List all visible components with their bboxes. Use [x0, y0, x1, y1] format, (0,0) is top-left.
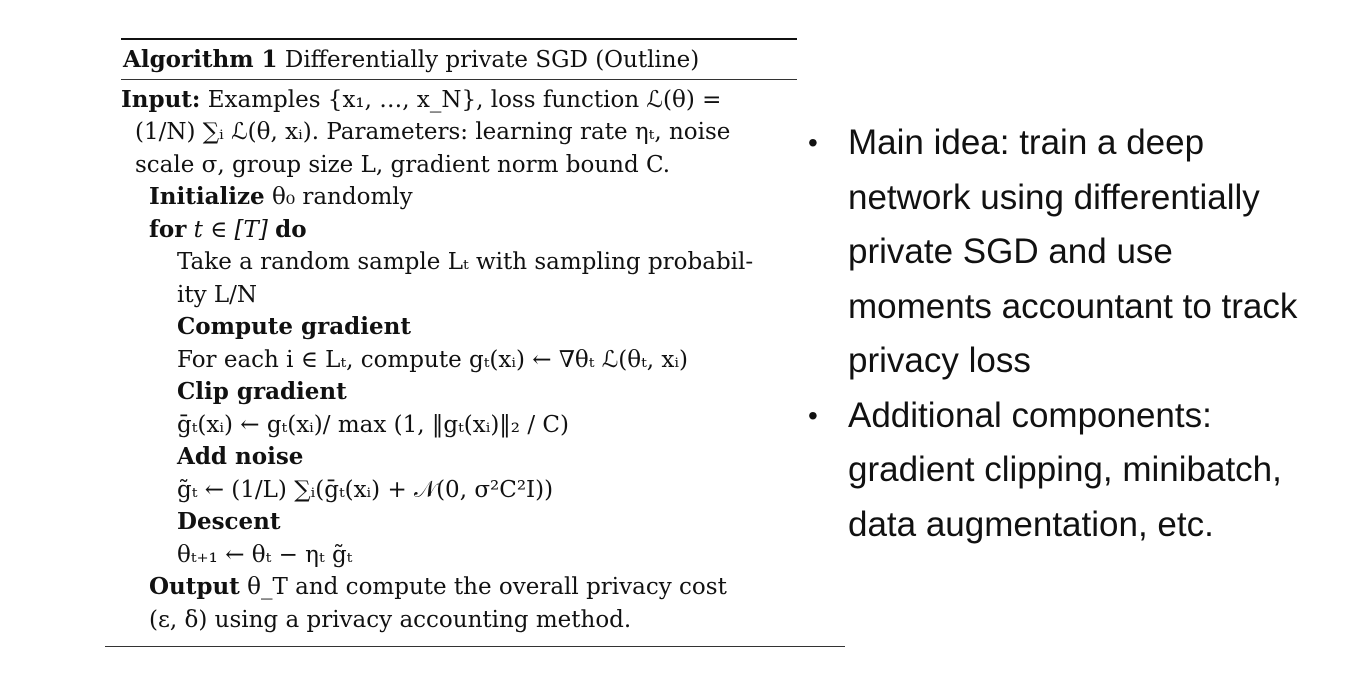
algorithm-box: Algorithm 1 Differentially private SGD (…: [105, 38, 845, 647]
algo-step-heading: Compute gradient: [121, 311, 797, 344]
algo-line-text: θ_T and compute the overall privacy cost: [247, 574, 727, 600]
step-heading-text: Compute gradient: [177, 313, 411, 340]
algo-line: (1/N) ∑ᵢ ℒ(θ, xᵢ). Parameters: learning …: [135, 119, 731, 145]
algo-line: scale σ, group size L, gradient norm bou…: [135, 151, 671, 178]
algo-line: Initialize θ₀ randomly: [121, 181, 797, 214]
output-keyword: Output: [149, 573, 240, 600]
algo-line: Input: Examples {x₁, …, x_N}, loss funct…: [121, 84, 797, 117]
bullet-text: Main idea: train a deep network using di…: [848, 123, 1298, 380]
bottom-rule: [105, 646, 845, 647]
algo-line: Output θ_T and compute the overall priva…: [121, 571, 797, 604]
algorithm-title: Differentially private SGD (Outline): [284, 47, 700, 73]
algo-line: θₜ₊₁ ← θₜ − ηₜ g̃ₜ: [177, 541, 353, 568]
bullet-item: • Main idea: train a deep network using …: [808, 116, 1308, 389]
algo-line-text: Examples {x₁, …, x_N}, loss function ℒ(θ…: [207, 86, 722, 113]
bullet-dot-icon: •: [808, 127, 818, 158]
caption-rule: [121, 78, 797, 80]
algo-line: Take a random sample Lₜ with sampling pr…: [177, 249, 754, 275]
bullet-text: Additional components: gradient clipping…: [848, 395, 1282, 544]
algorithm-caption: Algorithm 1 Differentially private SGD (…: [121, 40, 797, 79]
algorithm-body: Input: Examples {x₁, …, x_N}, loss funct…: [121, 80, 797, 637]
algo-step-heading: Add noise: [121, 441, 797, 474]
algo-line-text: t ∈ [T]: [193, 216, 268, 243]
bullet-dot-icon: •: [808, 399, 818, 431]
algo-line: for t ∈ [T] do: [121, 214, 797, 247]
bullet-list: • Main idea: train a deep network using …: [808, 116, 1308, 552]
algo-line: ḡₜ(xᵢ) ← gₜ(xᵢ)/ max (1, ‖gₜ(xᵢ)‖₂ / C): [177, 411, 569, 438]
top-rule: [121, 38, 797, 40]
step-heading-text: Add noise: [177, 443, 304, 470]
algo-line: g̃ₜ ← (1/L) ∑ᵢ(ḡₜ(xᵢ) + 𝒩(0, σ²C²I)): [177, 476, 554, 503]
algo-line: ity L/N: [177, 281, 258, 308]
algo-line: For each i ∈ Lₜ, compute gₜ(xᵢ) ← ∇θₜ ℒ(…: [177, 346, 688, 373]
step-heading-text: Descent: [177, 508, 281, 535]
algo-line: (ε, δ) using a privacy accounting method…: [149, 606, 632, 633]
algo-step-heading: Clip gradient: [121, 376, 797, 409]
algorithm-label: Algorithm 1: [123, 46, 278, 73]
do-keyword: do: [275, 215, 307, 243]
algo-line-text: θ₀ randomly: [271, 184, 413, 210]
bullet-item: • Additional components: gradient clippi…: [808, 389, 1308, 553]
input-label: Input:: [121, 85, 201, 113]
for-keyword: for: [149, 215, 187, 243]
step-heading-text: Clip gradient: [177, 378, 347, 405]
initialize-keyword: Initialize: [149, 183, 265, 210]
algo-step-heading: Descent: [121, 506, 797, 539]
